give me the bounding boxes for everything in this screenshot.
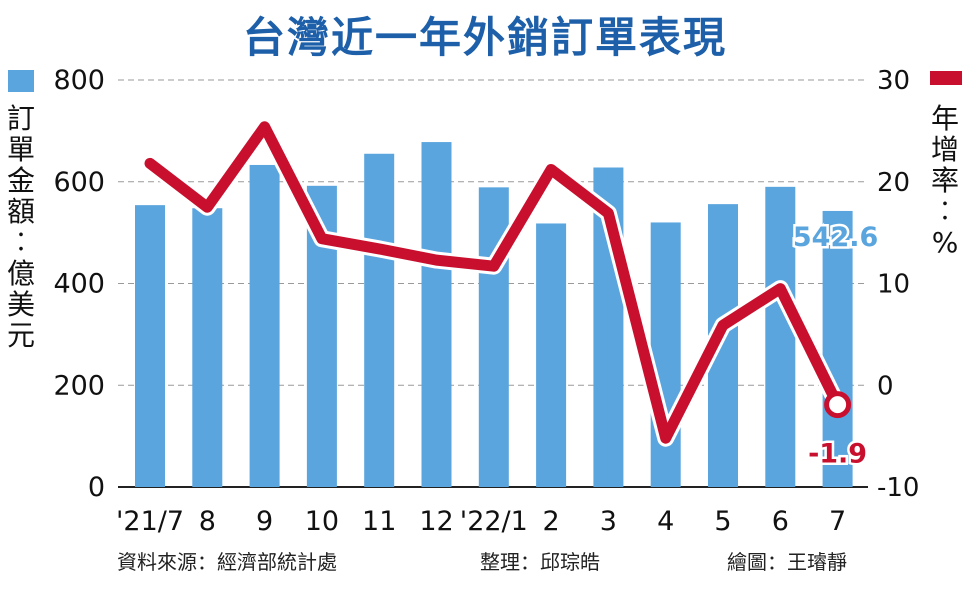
line-legend-swatch: [930, 71, 962, 85]
x-tick-label: 2: [543, 506, 560, 537]
chart-title: 台灣近一年外銷訂單表現: [242, 13, 727, 62]
y-right-tick-label: 10: [877, 270, 910, 300]
source-note: 資料來源：經濟部統計處: [117, 550, 337, 574]
left-axis-label-char: 美: [7, 288, 35, 321]
line-value-label: -1.9: [808, 439, 867, 470]
bar: [364, 153, 395, 488]
left-axis-label-char: 金: [7, 164, 35, 197]
y-left-tick-label: 200: [53, 370, 105, 401]
y-left-tick-label: 0: [88, 472, 105, 503]
x-tick-label: '21/7: [116, 506, 184, 537]
x-tick-label: 4: [657, 506, 674, 537]
y-right-tick-label: 0: [877, 371, 894, 401]
bar: [822, 210, 853, 487]
illustrator-note: 繪圖：王璿靜: [727, 550, 847, 574]
line-point-marker: [824, 391, 852, 419]
x-tick-label: 11: [362, 506, 396, 537]
bar-legend-swatch: [8, 70, 34, 92]
y-right-tick-label: 20: [877, 168, 910, 198]
x-tick-label: 9: [256, 506, 273, 537]
left-axis-label-char: 元: [7, 319, 35, 352]
bar: [135, 205, 165, 487]
left-axis-label-char: 單: [7, 133, 35, 166]
bar-value-label: 542.6: [793, 222, 878, 253]
right-axis-label-char: 年: [931, 102, 959, 135]
right-axis-label-char: %: [932, 226, 959, 259]
bar: [650, 222, 681, 487]
x-tick-label: 10: [305, 506, 339, 537]
bar: [192, 208, 223, 487]
y-left-tick-label: 600: [53, 167, 105, 198]
y-left-tick-label: 800: [53, 65, 105, 96]
left-axis-label-char: 億: [7, 257, 35, 290]
x-tick-label: 5: [714, 506, 731, 537]
x-tick-label: 12: [419, 506, 453, 537]
right-axis-label-char: 增: [931, 133, 959, 166]
y-right-tick-label: 30: [877, 66, 910, 96]
x-tick-label: 8: [199, 506, 216, 537]
left-axis-label-char: 訂: [7, 102, 35, 135]
bar: [421, 142, 452, 487]
bar: [765, 186, 796, 487]
x-tick-label: '22/1: [460, 506, 528, 537]
compiler-note: 整理：邱琮皓: [480, 550, 600, 574]
x-tick-label: 7: [829, 506, 846, 537]
bar: [536, 223, 567, 487]
right-axis-label-char: 率: [931, 164, 959, 197]
x-tick-label: 3: [600, 506, 617, 537]
y-right-tick-label: -10: [877, 473, 919, 503]
x-tick-label: 6: [772, 506, 789, 537]
right-axis-label-char: ︰: [931, 195, 959, 228]
left-axis-label-char: 額: [7, 195, 35, 228]
line-series: [144, 121, 844, 444]
y-left-tick-label: 400: [53, 269, 105, 300]
bar: [249, 164, 280, 487]
left-axis-label-char: ︰: [7, 226, 35, 259]
